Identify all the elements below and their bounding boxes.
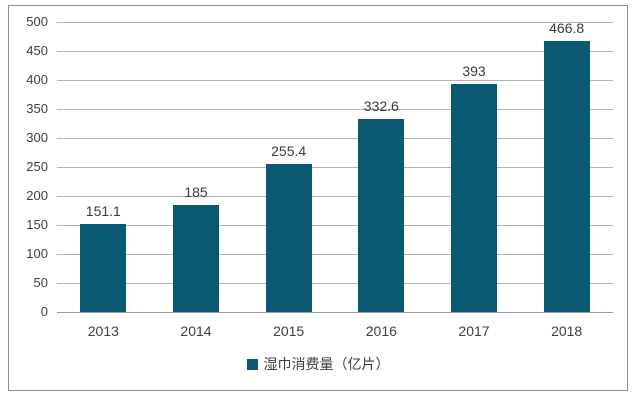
bar-value-label: 185: [184, 183, 208, 200]
legend: 湿巾消费量（亿片）: [8, 354, 628, 374]
bar-2015: [265, 163, 312, 312]
legend-label: 湿巾消费量（亿片）: [263, 356, 390, 372]
bar-value-label: 255.4: [271, 142, 307, 159]
y-axis-tick-label: 350: [26, 101, 48, 116]
bar-2017: [451, 84, 497, 312]
gridline: [57, 79, 613, 81]
gridline: [57, 166, 613, 168]
y-axis-tick-label: 100: [26, 246, 48, 261]
gridline: [57, 137, 613, 139]
bar-value-label: 466.8: [549, 20, 585, 37]
chart-frame: [8, 5, 628, 391]
gridline: [57, 224, 613, 226]
y-axis-tick-label: 250: [26, 159, 48, 174]
x-axis-tick-label: 2013: [87, 323, 119, 339]
bar-value-label: 332.6: [363, 98, 399, 115]
gridline: [57, 108, 613, 110]
x-axis-tick-label: 2018: [551, 323, 583, 339]
gridline: [57, 282, 613, 284]
y-axis-tick-label: 450: [26, 43, 48, 58]
legend-swatch-icon: [246, 358, 258, 370]
gridline: [57, 195, 613, 197]
x-axis-tick-label: 2015: [273, 323, 305, 339]
x-axis-tick-label: 2016: [365, 323, 397, 339]
bar-2014: [173, 204, 219, 312]
y-axis-tick-label: 150: [26, 217, 48, 232]
y-axis-tick-label: 200: [26, 188, 48, 203]
y-axis-tick-label: 500: [26, 14, 48, 29]
bar-value-label: 151.1: [85, 203, 121, 220]
y-axis-tick-label: 300: [26, 130, 48, 145]
y-axis-tick-label: 50: [33, 275, 48, 290]
x-axis-tick-label: 2017: [458, 323, 490, 339]
y-axis-tick-label: 400: [26, 72, 48, 87]
x-axis: 2013 2014 2015 2016 2017 2018: [57, 322, 613, 340]
y-axis: 500 450 400 350 300 250 200 150 100 50 0: [0, 14, 48, 319]
bar-2018: [543, 41, 590, 312]
bar-2013: [80, 224, 127, 312]
gridline: [57, 21, 613, 23]
y-axis-tick-label: 0: [40, 304, 48, 319]
bar-2016: [358, 119, 405, 312]
gridline: [57, 253, 613, 255]
x-axis-tick-label: 2014: [180, 323, 212, 339]
gridline: [57, 311, 613, 313]
gridline: [57, 50, 613, 52]
plot-area: 151.1 185 255.4 332.6 393 466.8: [57, 20, 613, 313]
bar-value-label: 393: [462, 63, 486, 80]
